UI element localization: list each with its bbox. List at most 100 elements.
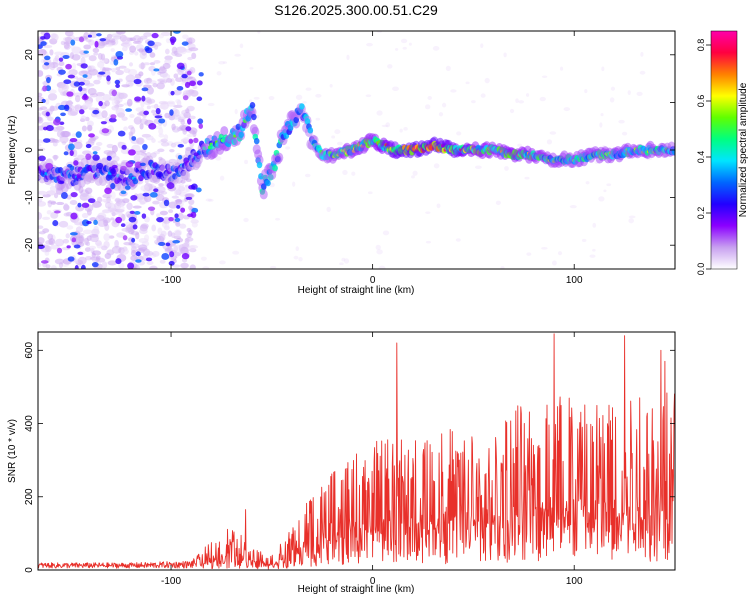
spectrogram-point [66,225,74,230]
spectrogram-point [95,141,103,146]
spectrogram-point [234,108,238,115]
spectrogram-point [38,112,42,117]
spectrogram-point [175,77,184,83]
spectrogram-point [125,161,134,168]
spectrogram-point [81,94,89,101]
spectrogram-point [115,216,123,224]
spectrogram-point [46,77,51,84]
spectrogram-point [141,95,146,102]
spectrogram-point [60,112,66,117]
spectrogram-point [73,92,83,97]
spectrogram-point [126,98,133,107]
spectrogram-point [169,251,175,258]
spectrogram-point [111,105,119,111]
spectrogram-point [133,78,142,85]
spectrogram-point [132,224,138,230]
spectrogram-point [121,84,130,88]
spectrogram-point [173,245,178,253]
spectrogram-point [138,63,146,69]
spectrogram-point [343,258,350,264]
x-tick-label: 100 [566,576,583,587]
spectrogram-point [249,67,254,70]
spectrogram-point [132,41,142,45]
spectrogram-point [315,117,321,121]
spectrogram-point [117,130,126,137]
spectrogram-point [143,32,152,37]
spectrogram-point [112,248,118,253]
spectrogram-point [159,210,168,216]
spectrogram-point [220,126,229,137]
spectrogram-point [339,262,344,266]
spectrogram-point [118,65,127,69]
spectrogram-point [103,149,114,155]
spectrogram-point [144,234,150,242]
spectrogram-point [172,114,182,120]
spectrogram-point [44,55,51,61]
spectrogram-point [171,123,176,131]
spectrogram-point [495,200,501,206]
spectrogram-point [515,98,519,103]
spectrogram-point [168,209,174,214]
spectrogram-point [38,92,43,97]
spectrogram-point [151,224,157,232]
spectrogram-point [71,133,77,138]
spectrogram-point [98,71,106,75]
spectrogram-point [78,36,85,43]
spectrogram-point [110,48,115,52]
spectrogram-point [411,175,415,179]
y-tick-label: 0 [24,567,35,573]
spectrogram-point [188,199,195,205]
spectrogram-point [116,31,126,35]
spectrogram-point [181,253,190,260]
spectrogram-point [177,143,184,148]
spectrogram-point [143,110,150,116]
spectrogram-point [102,93,111,102]
spectrogram-point [43,62,50,66]
spectrogram-point [101,110,108,119]
spectrogram-point [134,211,141,215]
spectrogram-point [96,40,106,49]
colorbar-scale [710,30,738,270]
y-tick-label: 200 [24,488,35,505]
spectrogram-point [155,186,166,193]
spectrogram-point [182,95,189,101]
spectrogram-point [132,35,142,43]
spectrogram-point [111,67,116,73]
spectrogram-point [111,164,118,169]
spectrogram-point [218,60,225,65]
spectrogram-point [173,73,179,79]
spectrogram-point [295,94,303,100]
spectrogram-point [541,246,548,250]
spectrogram-point [163,199,170,207]
spectrogram-point [154,44,159,50]
spectrogram-point [38,231,46,235]
spectrogram-point [123,68,131,74]
spectrogram-point [125,221,132,227]
x-tick-label: 0 [370,275,376,286]
spectrogram-point [120,165,127,171]
spectrogram-point [524,176,530,180]
spectrogram-point [91,261,99,268]
y-tick-label: -10 [24,190,35,205]
spectrogram-point [268,95,275,101]
spectrogram-point [53,118,61,126]
spectrogram-point [188,47,199,52]
spectrogram-point [326,206,331,213]
spectrogram-point [207,102,215,107]
spectrogram-point [387,64,393,69]
spectrogram-point [135,259,142,263]
spectrogram-point [182,34,189,40]
spectrogram-point [509,108,515,114]
spectrogram-point [552,260,557,266]
spectrogram-point [54,258,65,265]
spectrogram-point [146,260,154,265]
spectrogram-point [71,54,81,61]
spectrogram-point [243,217,249,223]
spectrogram-point [166,102,176,107]
spectrogram-point [392,86,399,92]
spectrogram-point [59,121,65,125]
spectrogram-point [592,248,596,252]
spectrogram-point [69,150,74,157]
spectrogram-point [78,86,83,92]
spectrogram-point [334,129,341,135]
